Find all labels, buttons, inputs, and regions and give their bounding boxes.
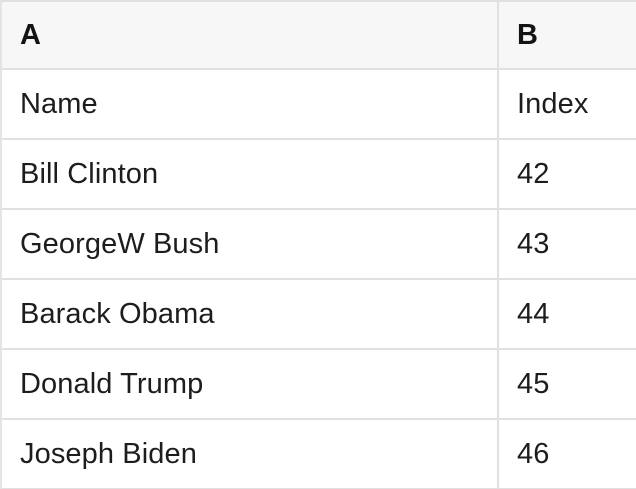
cell-index[interactable]: 46 xyxy=(499,420,636,489)
cell-name-header[interactable]: Name xyxy=(2,70,499,140)
cell-name[interactable]: Bill Clinton xyxy=(2,140,499,210)
table-row: Bill Clinton 42 xyxy=(2,140,636,210)
table-row: Donald Trump 45 xyxy=(2,350,636,420)
column-header-row: A B xyxy=(2,2,636,70)
cell-index[interactable]: 42 xyxy=(499,140,636,210)
column-header-a[interactable]: A xyxy=(2,2,499,70)
column-header-b[interactable]: B xyxy=(499,2,636,70)
table-row: GeorgeW Bush 43 xyxy=(2,210,636,280)
cell-index[interactable]: 45 xyxy=(499,350,636,420)
table-row: Name Index xyxy=(2,70,636,140)
cell-index-header[interactable]: Index xyxy=(499,70,636,140)
cell-name[interactable]: Joseph Biden xyxy=(2,420,499,489)
table-row: Barack Obama 44 xyxy=(2,280,636,350)
cell-index[interactable]: 44 xyxy=(499,280,636,350)
cell-index[interactable]: 43 xyxy=(499,210,636,280)
table-row: Joseph Biden 46 xyxy=(2,420,636,489)
cell-name[interactable]: Barack Obama xyxy=(2,280,499,350)
cell-name[interactable]: GeorgeW Bush xyxy=(2,210,499,280)
cell-name[interactable]: Donald Trump xyxy=(2,350,499,420)
